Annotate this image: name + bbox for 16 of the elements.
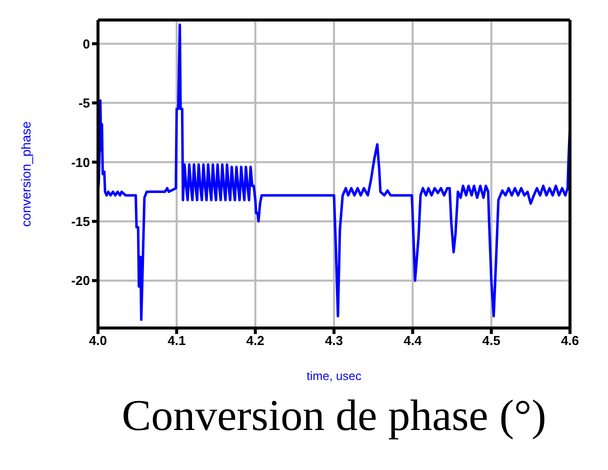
line-series — [98, 23, 570, 321]
y-tick-label: 0 — [82, 36, 90, 52]
x-tick-label: 4.1 — [168, 333, 186, 348]
y-tick-label: -10 — [71, 154, 90, 170]
x-tick-label: 4.0 — [88, 333, 108, 348]
x-tick-label: 4.2 — [246, 333, 264, 348]
y-tick-label: -20 — [71, 273, 90, 288]
y-tick-label: -15 — [71, 214, 90, 229]
x-tick-label: 4.5 — [482, 333, 500, 348]
x-axis-title: time, usec — [306, 369, 362, 383]
x-tick-label: 4.6 — [560, 333, 580, 348]
x-tick-label: 4.4 — [404, 333, 422, 348]
y-tick-label: -5 — [78, 96, 90, 111]
text: Conversion de phase (°) — [120, 390, 548, 442]
y-axis-title: conversion_phase — [18, 121, 34, 227]
x-tick-label: 4.3 — [324, 333, 344, 348]
